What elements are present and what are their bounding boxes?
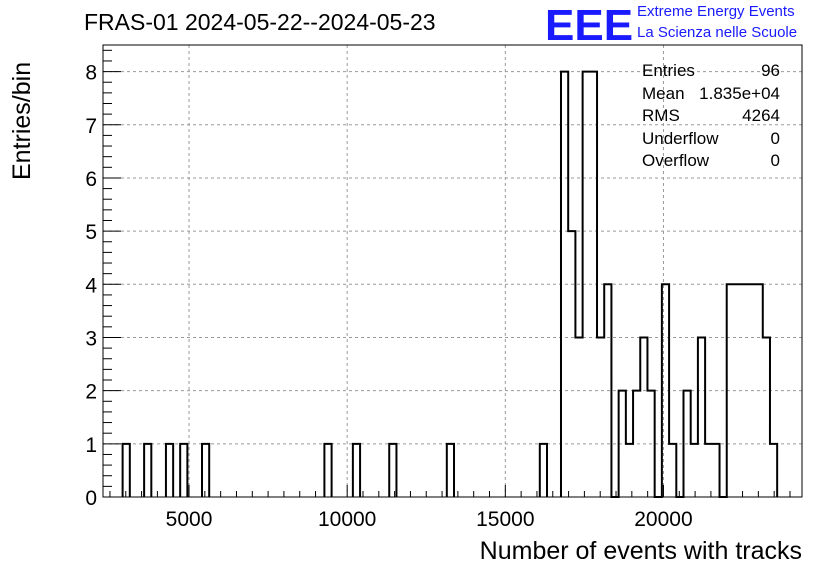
stat-value: 96 [761,61,780,80]
y-tick-label: 8 [85,62,97,85]
histogram-bar [770,444,777,497]
stat-row-mean: Mean 1.835e+04 [642,83,780,106]
histogram-bar [180,444,187,497]
histogram-bar [669,444,676,497]
histogram-bar [202,444,209,497]
y-tick-label: 3 [85,327,97,350]
eee-logo: EEE [545,2,633,46]
x-tick-label: 20000 [634,508,692,531]
stat-value: 0 [770,128,780,148]
histogram-outline [121,70,779,498]
histogram-bar [698,337,705,497]
histogram-bar [389,444,396,497]
x-tick-label: 15000 [476,508,534,531]
stat-value: 0 [770,151,780,170]
stat-name: Overflow [642,151,710,170]
y-tick-label: 1 [85,434,97,457]
stat-name: Underflow [642,128,719,148]
y-axis-label: Entries/bin [8,61,36,180]
histogram-bar [123,444,130,497]
histogram-bar [691,444,698,497]
histogram-bar [353,444,360,497]
histogram-bar [324,444,331,497]
histogram-bar [763,337,770,497]
stat-row-rms: RMS 4264 [642,105,780,128]
y-tick-label: 0 [85,487,97,510]
y-tick-label: 7 [85,115,97,138]
stat-row-underflow: Underflow 0 [642,128,780,151]
histogram-bar [568,231,575,497]
logo-tagline-1: Extreme Energy Events [637,3,795,20]
x-tick-label: 5000 [166,508,213,531]
histogram-bar [640,337,647,497]
histogram-bar [705,444,712,497]
histogram-bar [144,444,151,497]
stat-value: 4264 [742,106,780,125]
histogram-bar [540,444,547,497]
histogram-bar [626,444,633,497]
stat-name: Mean [642,83,685,103]
stat-name: RMS [642,106,680,125]
x-axis-label: Number of events with tracks [479,537,802,565]
histogram-bar [447,444,454,497]
histogram-bar [166,444,173,497]
histogram-bar [712,444,719,497]
y-tick-label: 4 [85,274,97,297]
y-tick-label: 6 [85,168,97,191]
stat-row-entries: Entries 96 [642,60,780,83]
x-tick-label: 10000 [318,508,376,531]
logo-tagline-2: La Scienza nelle Scuole [637,24,798,41]
stat-value: 1.835e+04 [699,83,780,103]
y-tick-label: 5 [85,221,97,244]
histogram-bar [597,337,604,497]
chart-title: FRAS-01 2024-05-22--2024-05-23 [84,9,436,35]
plot-frame [102,44,803,498]
svg-text:EEE: EEE [545,2,633,46]
stats-box: Entries 96 Mean 1.835e+04 RMS 4264 Under… [642,60,780,173]
y-tick-label: 2 [85,381,97,404]
stat-row-overflow: Overflow 0 [642,150,780,173]
stat-name: Entries [642,61,695,80]
histogram-bar [575,337,582,497]
